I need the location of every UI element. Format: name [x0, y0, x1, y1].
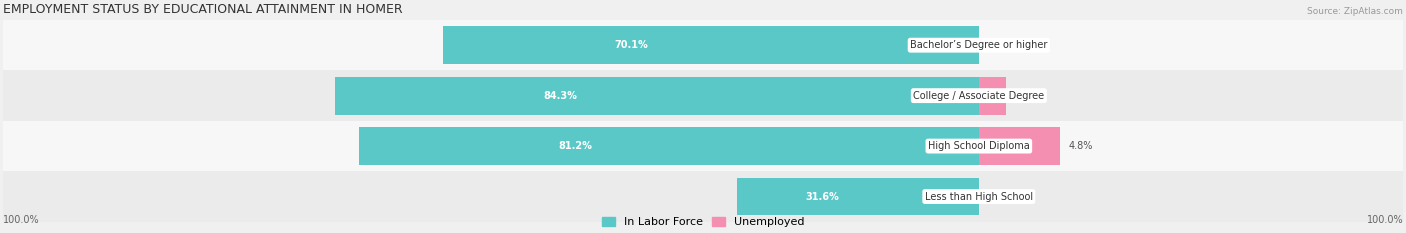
Bar	[443, 26, 979, 64]
Text: 70.1%: 70.1%	[614, 40, 648, 50]
Text: 0.0%: 0.0%	[1004, 40, 1029, 50]
Bar	[738, 178, 979, 216]
Text: EMPLOYMENT STATUS BY EDUCATIONAL ATTAINMENT IN HOMER: EMPLOYMENT STATUS BY EDUCATIONAL ATTAINM…	[3, 3, 402, 16]
Text: 31.6%: 31.6%	[806, 192, 839, 202]
Text: 81.2%: 81.2%	[558, 141, 592, 151]
Bar	[359, 127, 979, 165]
Text: 1.6%: 1.6%	[979, 91, 1005, 101]
Text: 100.0%: 100.0%	[1367, 215, 1403, 225]
Bar	[3, 171, 1403, 222]
Text: High School Diploma: High School Diploma	[928, 141, 1029, 151]
Bar	[979, 127, 1060, 165]
Text: 100.0%: 100.0%	[3, 215, 39, 225]
Bar	[3, 121, 1403, 171]
Text: Less than High School: Less than High School	[925, 192, 1033, 202]
Text: College / Associate Degree: College / Associate Degree	[914, 91, 1045, 101]
Bar	[3, 70, 1403, 121]
Text: Source: ZipAtlas.com: Source: ZipAtlas.com	[1308, 7, 1403, 16]
Legend: In Labor Force, Unemployed: In Labor Force, Unemployed	[598, 212, 808, 232]
Text: 4.8%: 4.8%	[1007, 141, 1033, 151]
Text: 4.8%: 4.8%	[1069, 141, 1094, 151]
Bar	[979, 77, 1007, 115]
Text: 1.6%: 1.6%	[1015, 91, 1039, 101]
Text: 84.3%: 84.3%	[543, 91, 578, 101]
Bar	[335, 77, 979, 115]
Text: Bachelor’s Degree or higher: Bachelor’s Degree or higher	[910, 40, 1047, 50]
Text: 0.0%: 0.0%	[1004, 192, 1029, 202]
Bar	[3, 20, 1403, 70]
